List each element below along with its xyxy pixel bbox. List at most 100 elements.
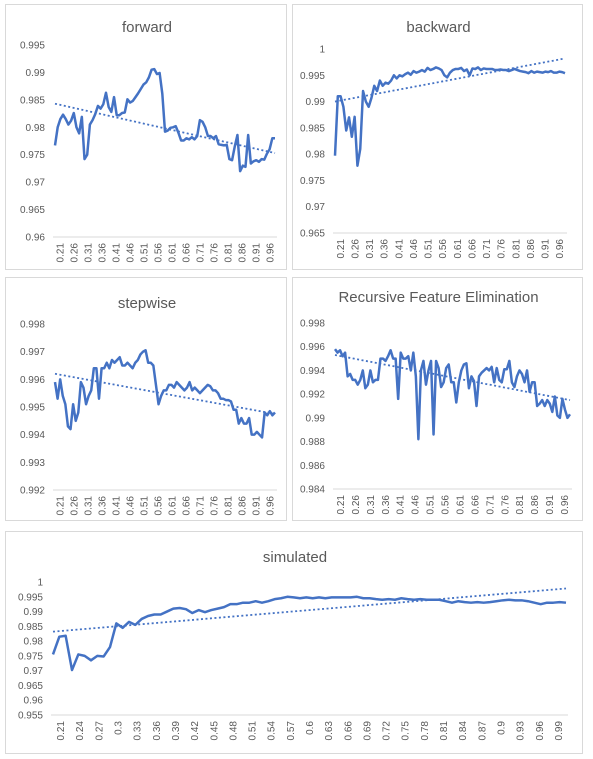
y-tick-label: 1	[37, 578, 43, 589]
backward-chart: backward 0.965 0.97 0.975 0.98 0.985 0.99 0.995…	[300, 19, 567, 259]
x-tick-label: 0.96	[266, 243, 277, 263]
x-tick-label: 0.76	[210, 496, 221, 516]
forward-chart-panel: forward 0.96 0.965 0.97 0.975 0.98 0.985 0.99 0.…	[5, 4, 287, 270]
x-tick-label: 0.87	[477, 721, 488, 741]
y-tick-label: 0.995	[18, 592, 43, 603]
y-tick-label: 0.996	[20, 375, 45, 386]
x-tick-label: 0.96	[560, 495, 571, 515]
x-tick-label: 0.36	[152, 721, 163, 741]
x-tick-label: 0.81	[224, 243, 235, 263]
x-tick-label: 0.86	[238, 496, 249, 516]
x-tick-label: 0.66	[467, 239, 478, 259]
y-tick-label: 0.995	[20, 403, 45, 414]
y-tick-label: 0.995	[300, 71, 325, 82]
y-tick-label: 0.992	[300, 390, 325, 401]
x-tick-label: 0.41	[394, 239, 405, 259]
x-tick-label: 0.46	[126, 496, 137, 516]
y-tick-label: 0.965	[18, 681, 43, 692]
backward-chart-panel: backward 0.965 0.97 0.975 0.98 0.985 0.99 0.995…	[292, 4, 583, 270]
y-tick-label: 0.986	[300, 461, 325, 472]
x-tick-label: 0.91	[545, 495, 556, 515]
x-tick-label: 0.21	[336, 495, 347, 515]
x-tick-label: 0.81	[439, 721, 450, 741]
y-tick-label: 0.998	[20, 320, 45, 331]
x-tick-label: 0.31	[84, 496, 95, 516]
x-tick-label: 0.31	[366, 495, 377, 515]
rfe-chart: Recursive Feature Elimination 0.984 0.986 0…	[300, 289, 572, 515]
x-tick-label: 0.99	[554, 721, 565, 741]
y-tick-label: 0.985	[20, 95, 45, 106]
trendline	[334, 57, 566, 103]
x-tick-label: 0.86	[238, 243, 249, 263]
series-line	[333, 348, 572, 441]
x-tick-label: 0.71	[482, 239, 493, 259]
series-line	[51, 595, 567, 672]
x-tick-label: 0.78	[420, 721, 431, 741]
x-tick-label: 0.31	[84, 243, 95, 263]
y-tick-label: 0.994	[20, 430, 45, 441]
y-tick-label: 0.985	[18, 622, 43, 633]
y-tick-label: 0.993	[20, 458, 45, 469]
x-tick-label: 0.91	[252, 496, 263, 516]
x-tick-label: 0.21	[56, 721, 67, 741]
trendline	[52, 587, 567, 633]
x-tick-label: 0.75	[401, 721, 412, 741]
y-tick-label: 0.955	[18, 711, 43, 722]
x-tick-label: 0.24	[75, 721, 86, 741]
x-tick-label: 0.86	[526, 239, 537, 259]
y-tick-label: 0.98	[24, 637, 44, 648]
y-tick-label: 0.985	[300, 123, 325, 134]
x-tick-label: 0.56	[441, 495, 452, 515]
y-tick-label: 0.965	[300, 229, 325, 240]
x-tick-label: 0.46	[126, 243, 137, 263]
y-tick-label: 0.997	[20, 347, 45, 358]
x-tick-label: 0.71	[196, 496, 207, 516]
x-tick-label: 0.36	[381, 495, 392, 515]
y-tick-label: 0.995	[20, 41, 45, 52]
x-tick-label: 0.26	[351, 495, 362, 515]
x-tick-label: 0.91	[252, 243, 263, 263]
x-tick-label: 0.9	[496, 721, 507, 735]
x-tick-label: 0.93	[516, 721, 527, 741]
x-tick-label: 0.71	[196, 243, 207, 263]
chart-title: simulated	[263, 549, 327, 566]
x-tick-label: 0.26	[70, 496, 81, 516]
x-tick-label: 0.96	[535, 721, 546, 741]
simulated-chart-panel: simulated 0.955 0.96 0.965 0.97 0.975 0.98 0.98…	[5, 531, 583, 754]
y-tick-label: 0.97	[26, 178, 46, 189]
x-tick-label: 0.51	[140, 243, 151, 263]
y-tick-label: 0.975	[18, 651, 43, 662]
x-tick-label: 0.86	[530, 495, 541, 515]
x-tick-label: 0.21	[56, 496, 67, 516]
y-tick-label: 0.975	[300, 176, 325, 187]
x-tick-label: 0.66	[343, 721, 354, 741]
forward-chart: forward 0.96 0.965 0.97 0.975 0.98 0.985 0.99 0.…	[20, 19, 277, 263]
x-tick-label: 0.41	[396, 495, 407, 515]
x-tick-label: 0.96	[266, 496, 277, 516]
x-tick-label: 0.72	[382, 721, 393, 741]
x-tick-label: 0.81	[511, 239, 522, 259]
y-tick-label: 0.99	[306, 413, 326, 424]
y-tick-label: 0.97	[306, 202, 326, 213]
y-tick-label: 0.992	[20, 486, 45, 497]
chart-title: backward	[406, 19, 470, 36]
x-tick-label: 0.61	[455, 495, 466, 515]
x-tick-label: 0.46	[409, 239, 420, 259]
x-tick-label: 0.76	[500, 495, 511, 515]
y-tick-label: 0.984	[300, 485, 325, 496]
x-tick-label: 0.41	[112, 496, 123, 516]
x-tick-label: 0.56	[438, 239, 449, 259]
rfe-chart-panel: Recursive Feature Elimination 0.984 0.986 0…	[292, 277, 583, 521]
x-tick-label: 0.84	[458, 721, 469, 741]
x-tick-label: 0.63	[324, 721, 335, 741]
y-tick-label: 0.988	[300, 437, 325, 448]
x-tick-label: 0.45	[209, 721, 220, 741]
chart-title: stepwise	[118, 295, 176, 312]
x-tick-label: 0.27	[94, 721, 105, 741]
x-tick-label: 0.56	[154, 243, 165, 263]
x-tick-label: 0.61	[168, 243, 179, 263]
x-tick-label: 0.48	[228, 721, 239, 741]
y-tick-label: 0.98	[26, 123, 46, 134]
x-tick-label: 0.69	[362, 721, 373, 741]
x-tick-label: 0.36	[98, 496, 109, 516]
